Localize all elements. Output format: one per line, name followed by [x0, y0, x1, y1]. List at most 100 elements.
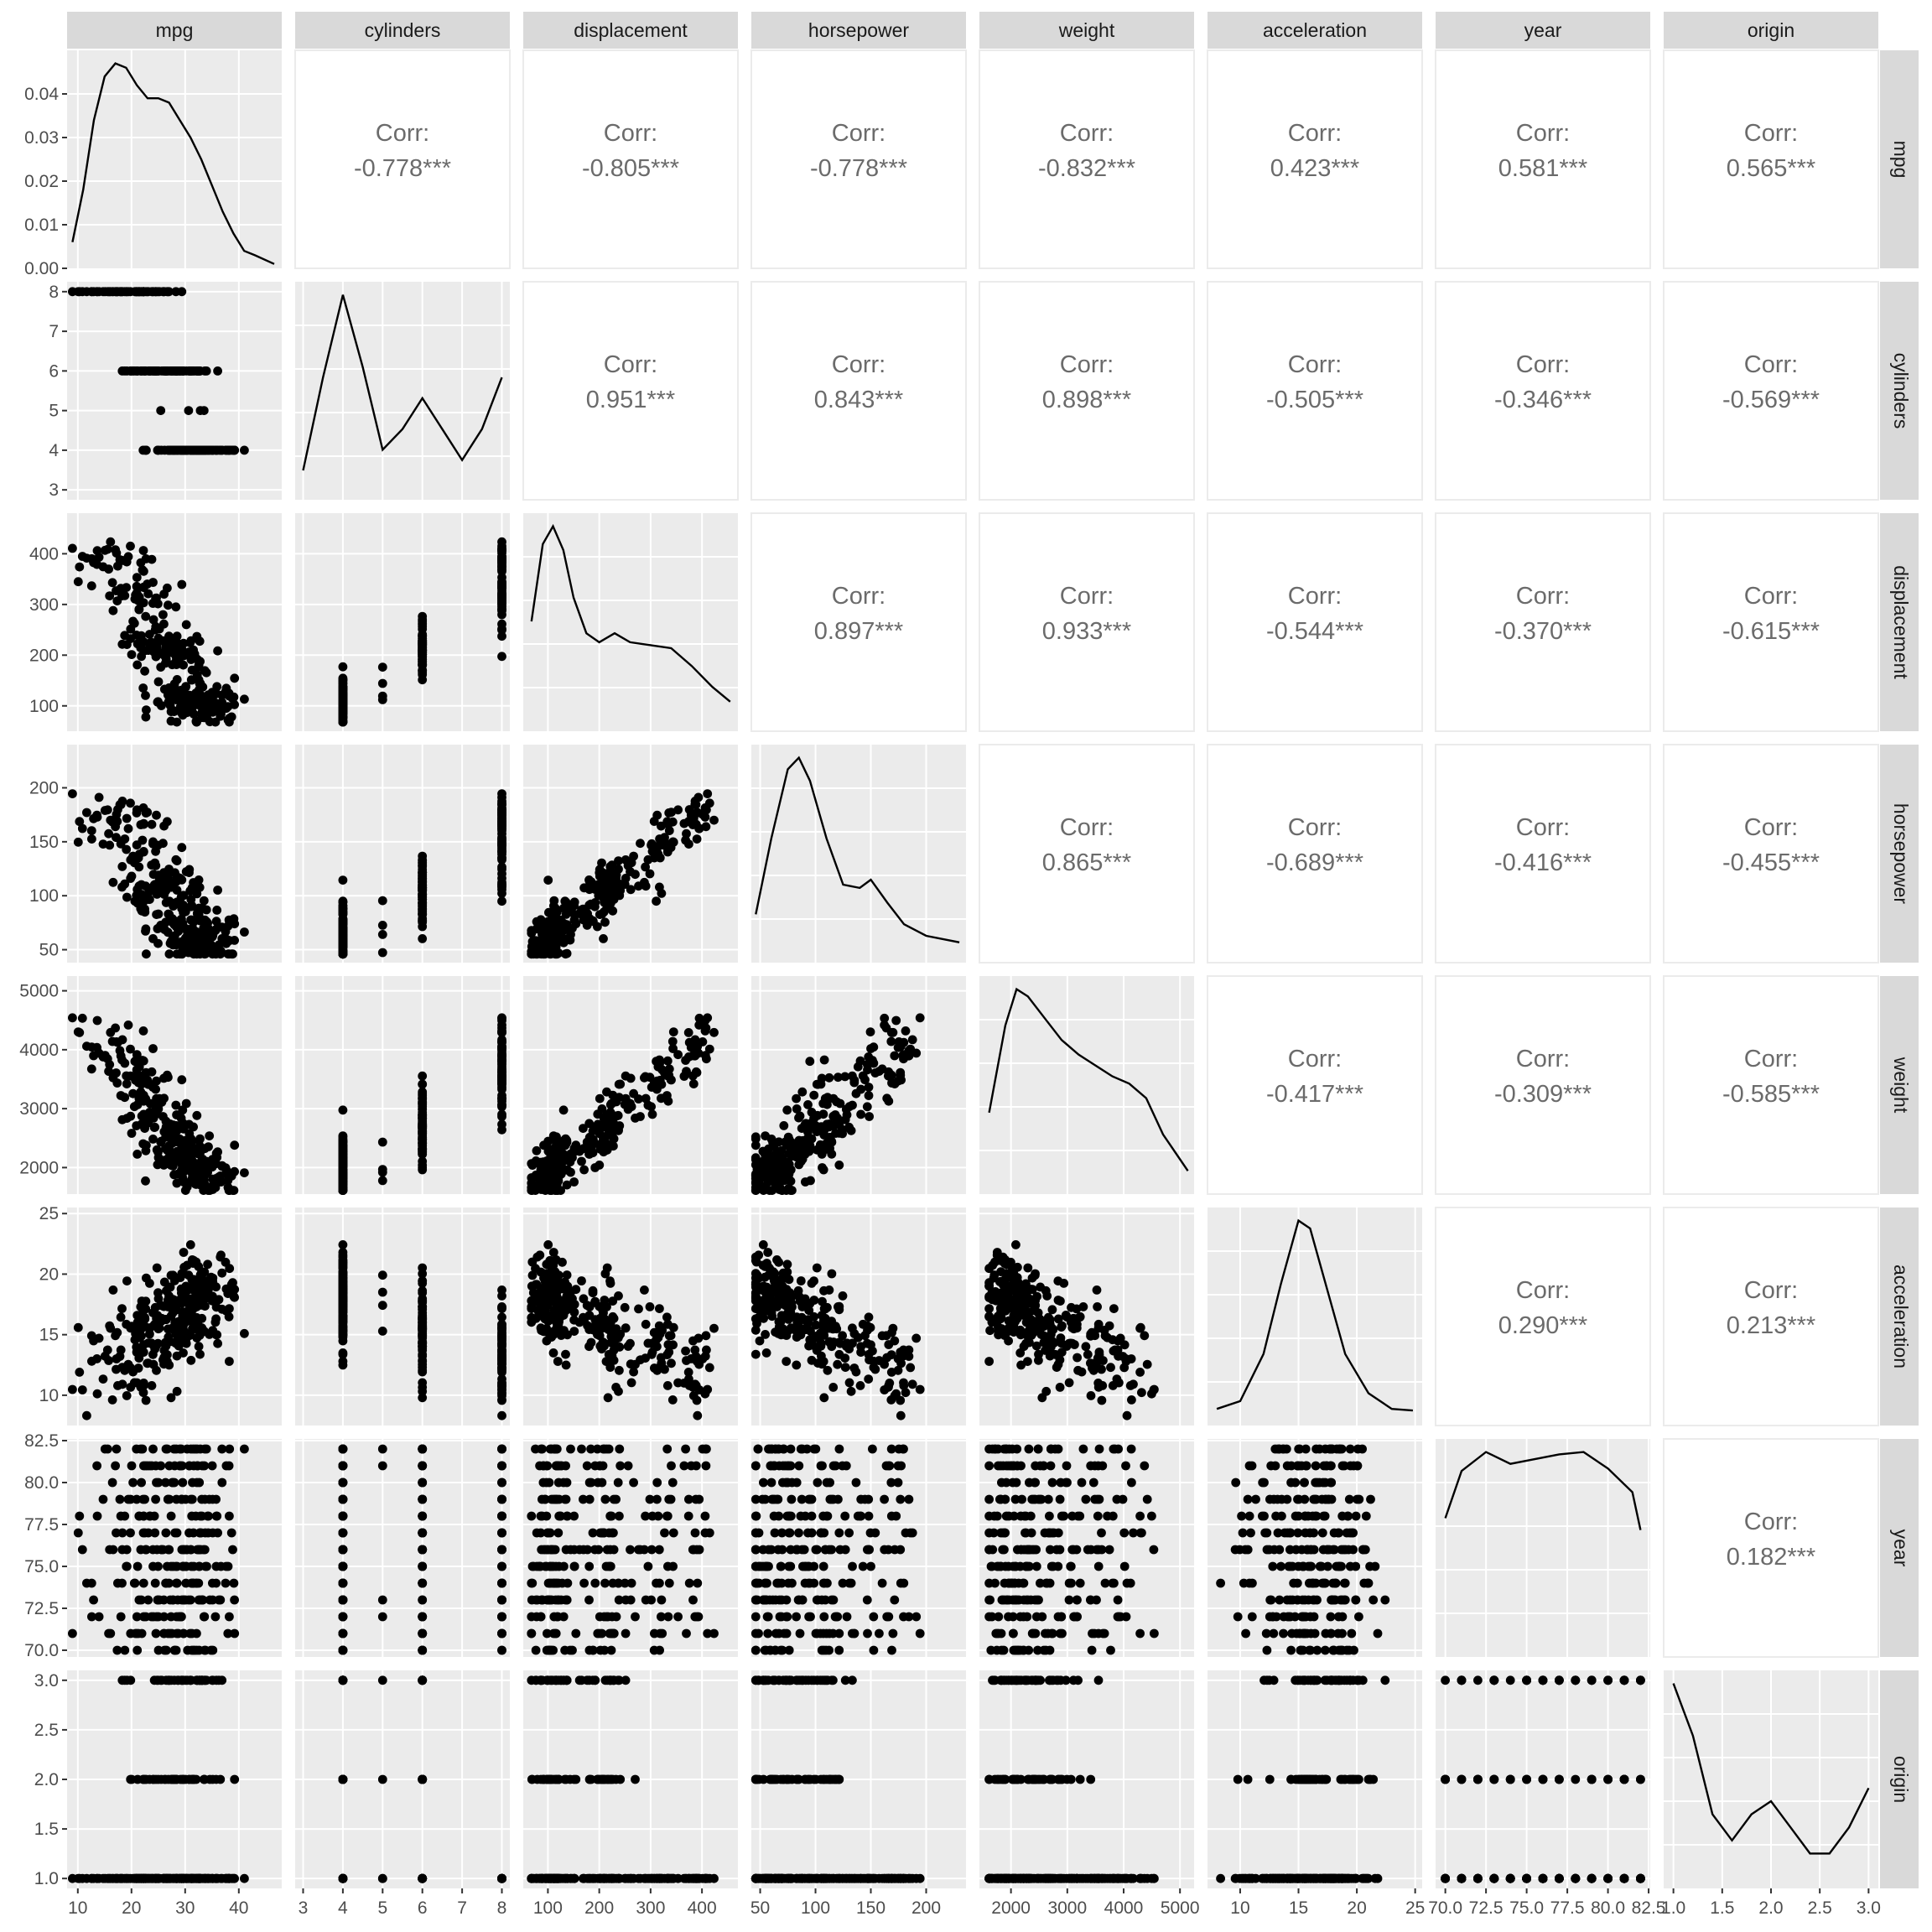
scatter-point	[782, 1186, 792, 1195]
corr-value-cylinders-horsepower: 0.843***	[814, 387, 903, 413]
corr-panel	[1663, 49, 1879, 269]
corr-value-displacement-origin: -0.615***	[1722, 618, 1820, 645]
scatter-point	[886, 1036, 896, 1046]
scatter-point	[688, 1079, 699, 1088]
scatter-point	[338, 903, 348, 913]
corr-label-cylinders-year: Corr:	[1516, 351, 1570, 378]
scatter-point	[141, 1395, 151, 1405]
corr-value-mpg-acceleration: 0.423***	[1270, 155, 1359, 182]
corr-value-cylinders-displacement: 0.951***	[586, 387, 675, 413]
scatter-point	[812, 1079, 822, 1089]
scatter-point	[497, 1013, 506, 1023]
scatter-point	[911, 1048, 922, 1058]
scatter-point	[643, 854, 653, 865]
scatter-point	[73, 1027, 83, 1036]
scatter-point	[203, 1293, 213, 1302]
scatter-point	[904, 1046, 914, 1056]
scatter-point	[338, 693, 348, 703]
scatter-point	[629, 1088, 638, 1098]
corr-panel	[979, 281, 1195, 501]
scatter-point	[577, 1156, 586, 1166]
scatter-point	[203, 923, 213, 933]
scatter-point	[179, 1248, 189, 1257]
scatter-point	[418, 891, 428, 901]
strip-label-year: year	[1524, 19, 1562, 41]
scatter-point	[153, 1288, 163, 1298]
scatter-point	[190, 649, 200, 659]
scatter-point	[828, 1093, 839, 1104]
scatter-point	[667, 1036, 678, 1046]
scatter-point	[681, 835, 690, 845]
scatter-point	[629, 851, 638, 861]
scatter-point	[1072, 1323, 1082, 1333]
scatter-point	[853, 1062, 863, 1072]
corr-label-displacement-horsepower: Corr:	[832, 583, 886, 610]
scatter-point	[984, 1304, 994, 1313]
scatter-point	[1149, 1385, 1159, 1394]
scatter-point	[68, 789, 77, 798]
scatter-point	[607, 1110, 617, 1119]
scatter-point	[559, 1135, 569, 1145]
scatter-point	[106, 1323, 116, 1333]
corr-label-mpg-horsepower: Corr:	[832, 120, 886, 147]
scatter-point	[813, 1358, 823, 1368]
scatter-point	[418, 1132, 428, 1142]
strip-top-origin	[1664, 12, 1878, 49]
scatter-point	[139, 582, 148, 592]
scatter-point	[531, 1156, 541, 1166]
scatter-point	[1067, 1302, 1076, 1312]
scatter-point	[614, 856, 623, 865]
scatter-point	[73, 837, 83, 847]
scatter-point	[169, 1275, 179, 1285]
scatter-point	[594, 891, 604, 901]
scatter-point	[809, 1114, 819, 1123]
scatter-point	[154, 624, 164, 634]
scatter-point	[123, 823, 133, 834]
scatter-point	[73, 1528, 83, 1538]
scatter-point	[200, 666, 210, 676]
scatter-point	[203, 699, 213, 709]
scatter-point	[132, 660, 143, 670]
scatter-point	[888, 1323, 898, 1333]
scatter-point	[189, 917, 199, 927]
scatter-point	[141, 691, 150, 700]
scatter-point	[579, 1124, 588, 1133]
scatter-point	[569, 897, 579, 907]
scatter-point	[681, 1346, 690, 1356]
corr-value-weight-acceleration: -0.417***	[1266, 1081, 1363, 1108]
scatter-point	[1046, 1320, 1055, 1330]
scatter-point	[87, 834, 96, 844]
scatter-point	[140, 1494, 150, 1504]
scatter-point	[115, 800, 125, 809]
strip-top-displacement	[523, 12, 738, 49]
scatter-point	[864, 1091, 874, 1100]
scatter-point	[497, 1042, 506, 1052]
corr-value-horsepower-origin: -0.455***	[1722, 849, 1820, 876]
scatter-point	[626, 1338, 635, 1348]
scatter-point	[844, 1378, 854, 1388]
scatter-point	[205, 717, 215, 727]
scatter-point	[626, 1359, 636, 1369]
scatter-point	[169, 1156, 179, 1166]
scatter-point	[147, 819, 157, 829]
scatter-point	[794, 1314, 803, 1324]
scatter-point	[132, 573, 142, 582]
corr-label-mpg-cylinders: Corr:	[376, 120, 429, 147]
scatter-point	[161, 1478, 170, 1488]
corr-panel	[1435, 281, 1651, 501]
scatter-point	[846, 1386, 856, 1396]
scatter-point	[497, 1312, 506, 1322]
scatter-point	[626, 1378, 636, 1388]
scatter-point	[184, 935, 195, 944]
scatter-point	[569, 1307, 579, 1317]
scatter-point	[801, 1177, 810, 1187]
scatter-point	[127, 1461, 137, 1471]
scatter-point	[153, 697, 163, 707]
scatter-point	[141, 927, 150, 936]
scatter-point	[127, 650, 137, 659]
scatter-point	[754, 1250, 764, 1260]
scatter-point	[240, 1168, 249, 1177]
scatter-point	[1142, 1359, 1152, 1369]
scatter-point	[132, 1645, 143, 1655]
scatter-point	[786, 1311, 796, 1322]
